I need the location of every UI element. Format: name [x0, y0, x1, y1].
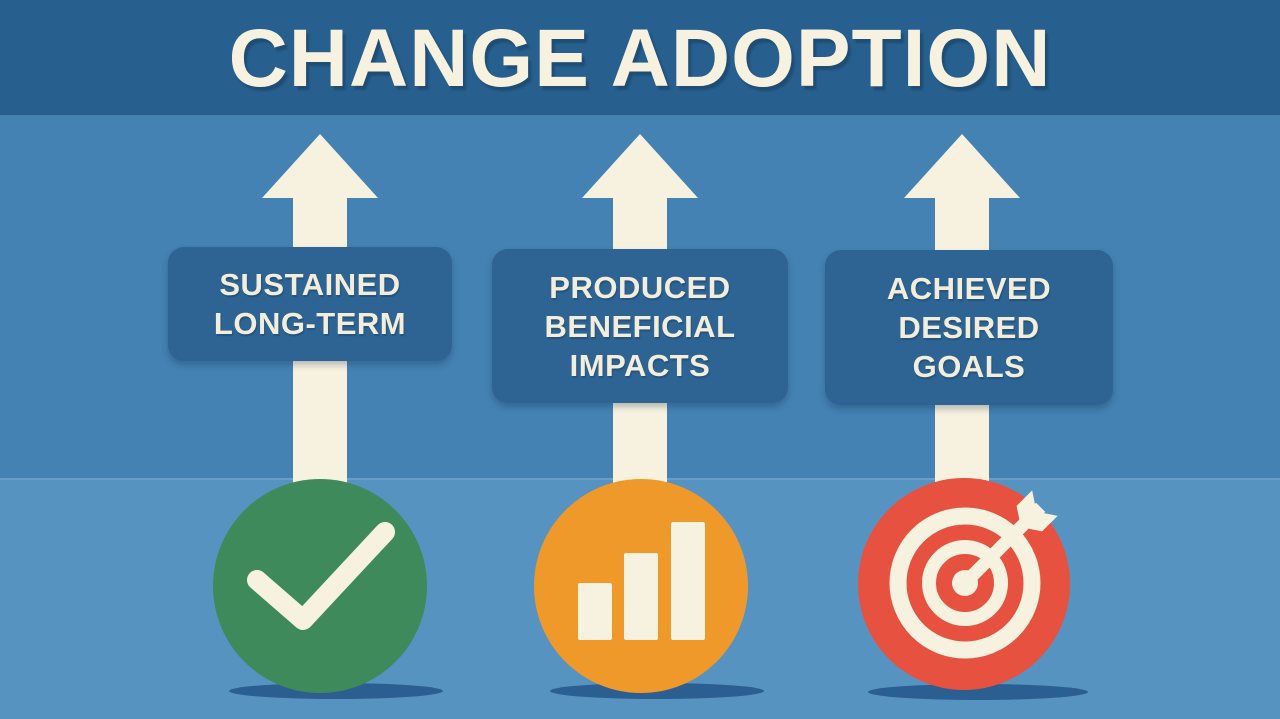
- label-box-goals: ACHIEVED DESIRED GOALS: [825, 250, 1113, 405]
- target-icon: [889, 490, 1058, 659]
- bar-medium: [624, 553, 658, 640]
- page-title: CHANGE ADOPTION: [228, 12, 1052, 104]
- target-inner-ring: [922, 540, 1008, 626]
- badge-impacts: [534, 479, 764, 699]
- label-line: ACHIEVED: [886, 271, 1052, 306]
- bar-tall: [671, 522, 705, 640]
- dart-arrow: [955, 490, 1058, 593]
- bar-short: [578, 583, 612, 640]
- bar-chart-icon: [578, 522, 705, 640]
- label-line: PRODUCED: [549, 269, 731, 305]
- dart-fletching: [1016, 490, 1058, 532]
- label-line: IMPACTS: [569, 347, 711, 383]
- label-box-sustained: SUSTAINED LONG-TERM: [168, 247, 452, 361]
- check-icon: [247, 522, 395, 630]
- label-box-impacts: PRODUCED BENEFICIAL IMPACTS: [492, 249, 788, 403]
- dart-point: [955, 573, 975, 593]
- label-line: BENEFICIAL: [544, 308, 736, 344]
- check-stroke: [247, 522, 395, 630]
- badge-sustained: [213, 479, 443, 699]
- label-line: DESIRED: [898, 310, 1040, 345]
- label-line: SUSTAINED: [219, 267, 401, 302]
- label-line: LONG-TERM: [213, 306, 407, 341]
- header-band: CHANGE ADOPTION: [0, 0, 1280, 115]
- badge-goals: [858, 478, 1088, 700]
- green-circle: [213, 479, 427, 693]
- target-outer-ring: [889, 507, 1041, 659]
- circle-shadow: [868, 684, 1088, 700]
- label-line: GOALS: [912, 349, 1026, 384]
